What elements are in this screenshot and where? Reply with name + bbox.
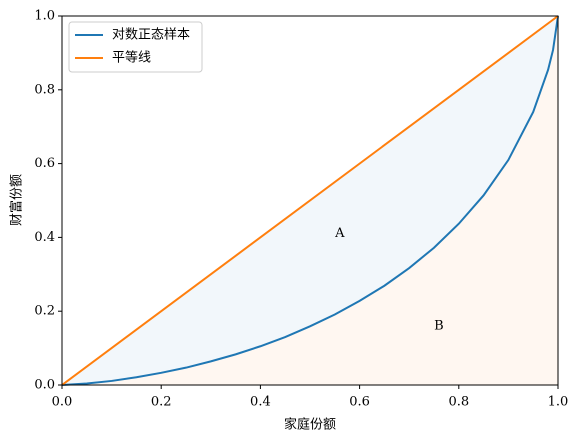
legend-label: 平等线 bbox=[112, 50, 151, 66]
series-line bbox=[61, 15, 559, 386]
y-tick-label: 0.4 bbox=[34, 230, 55, 245]
x-tick-label: 0.8 bbox=[448, 395, 469, 410]
y-tick-label: 0.0 bbox=[34, 378, 55, 393]
x-tick-label: 0.4 bbox=[250, 395, 271, 410]
y-tick-label: 0.6 bbox=[34, 156, 55, 171]
x-tick-label: 0.0 bbox=[52, 395, 73, 410]
legend-label: 对数正态样本 bbox=[112, 28, 190, 43]
x-tick-label: 0.6 bbox=[349, 395, 370, 410]
y-tick-label: 0.8 bbox=[34, 82, 55, 97]
area-b bbox=[62, 16, 558, 385]
annotation: B bbox=[434, 318, 444, 333]
x-axis-label: 家庭份额 bbox=[284, 417, 336, 433]
y-tick-label: 1.0 bbox=[34, 9, 55, 24]
axes-frame bbox=[61, 15, 559, 386]
y-tick-label: 0.2 bbox=[34, 304, 55, 319]
y-axis-label: 财富份额 bbox=[9, 174, 25, 226]
x-tick-label: 0.2 bbox=[151, 395, 172, 410]
x-tick-label: 1.0 bbox=[548, 395, 569, 410]
annotation: A bbox=[334, 226, 345, 241]
series-line bbox=[61, 15, 559, 386]
